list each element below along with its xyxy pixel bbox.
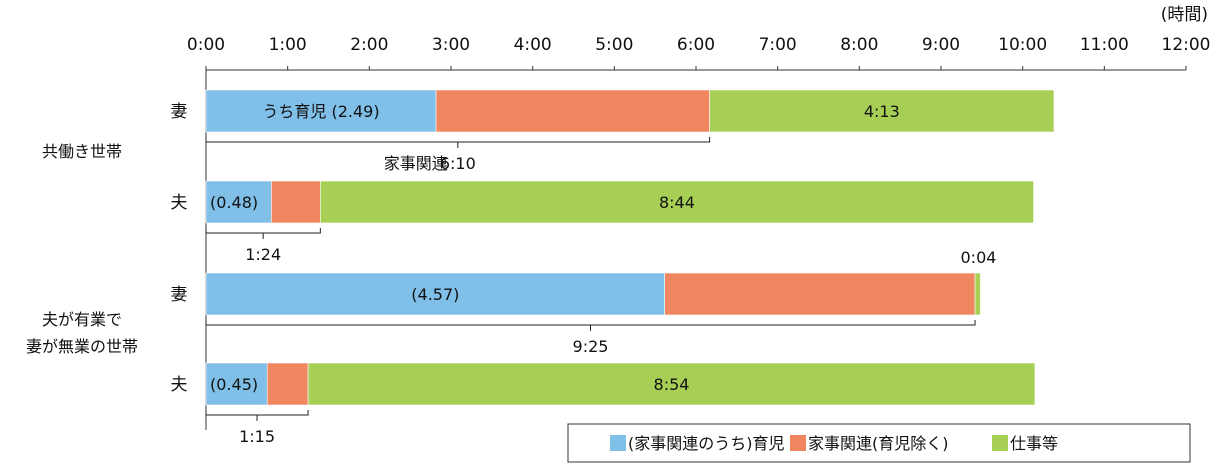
group-label: 夫が有業で xyxy=(42,310,122,329)
bracket xyxy=(205,410,309,421)
group-label: 妻が無業の世帯 xyxy=(26,337,138,356)
category-label: 夫 xyxy=(171,375,188,395)
bar-segment xyxy=(435,89,710,133)
segment-label: 4:13 xyxy=(864,102,900,121)
legend: (家事関連のうち)育児 家事関連(育児除く) 仕事等 xyxy=(567,423,1191,463)
category-label: 夫 xyxy=(171,193,188,213)
segment-label: (0.48) xyxy=(210,193,258,212)
bar-segment xyxy=(709,89,1055,133)
x-tick-label: 0:00 xyxy=(187,35,225,55)
bracket-label: 9:25 xyxy=(573,337,609,356)
top-annotation: 0:04 xyxy=(961,248,997,267)
bar-segment xyxy=(205,89,437,133)
bar-segment xyxy=(205,180,272,224)
x-tick-label: 12:00 xyxy=(1162,35,1211,55)
x-tick-label: 6:00 xyxy=(677,35,715,55)
bracket xyxy=(205,228,321,239)
bar-segment xyxy=(266,362,309,406)
x-axis: 0:00 1:00 2:00 3:00 4:00 5:00 6:00 7:00 8:00 9:00… xyxy=(187,35,1211,430)
legend-swatch xyxy=(992,435,1008,451)
bar-segment xyxy=(320,180,1034,224)
unit-label: (時間) xyxy=(1161,5,1208,25)
x-tick-label: 1:00 xyxy=(269,35,307,55)
x-tick-label: 5:00 xyxy=(595,35,633,55)
legend-box xyxy=(567,423,1191,463)
x-tick-label: 11:00 xyxy=(1080,35,1129,55)
category-label: 妻 xyxy=(171,102,188,122)
x-tick-label: 9:00 xyxy=(922,35,960,55)
bar-segment xyxy=(205,362,268,406)
x-tick-label: 8:00 xyxy=(840,35,878,55)
bar-segment xyxy=(205,272,665,316)
bar-segment xyxy=(664,272,976,316)
bracket-prefix: 家事関連 xyxy=(384,154,448,173)
legend-label: 仕事等 xyxy=(1010,434,1058,453)
legend-label: (家事関連のうち)育児 xyxy=(628,434,785,453)
bracket xyxy=(205,137,711,148)
bracket xyxy=(205,320,976,331)
x-tick-label: 3:00 xyxy=(432,35,470,55)
bracket-label: 1:24 xyxy=(245,245,281,264)
x-tick-label: 7:00 xyxy=(759,35,797,55)
x-tick-label: 2:00 xyxy=(350,35,388,55)
legend-swatch xyxy=(790,435,806,451)
legend-label: 家事関連(育児除く) xyxy=(808,434,949,453)
bar-segment xyxy=(271,180,321,224)
segment-label: 8:44 xyxy=(659,193,695,212)
segment-label: (0.45) xyxy=(210,375,258,394)
bracket-label: 6:10 xyxy=(440,154,476,173)
bracket-label: 1:15 xyxy=(239,427,275,446)
segment-label: (4.57) xyxy=(411,285,459,304)
x-tick-label: 10:00 xyxy=(998,35,1047,55)
bars: うち育児 (2.49) 4:13 (0.48) 8:44 (4.57) 0:04 (0.45… xyxy=(205,89,1055,406)
legend-swatch xyxy=(610,435,626,451)
segment-label: 8:54 xyxy=(654,375,690,394)
category-label: 妻 xyxy=(171,285,188,305)
group-label: 共働き世帯 xyxy=(42,142,122,161)
x-tick-label: 4:00 xyxy=(514,35,552,55)
bar-segment xyxy=(974,272,981,316)
bar-segment xyxy=(307,362,1036,406)
segment-label: うち育児 (2.49) xyxy=(262,102,379,121)
